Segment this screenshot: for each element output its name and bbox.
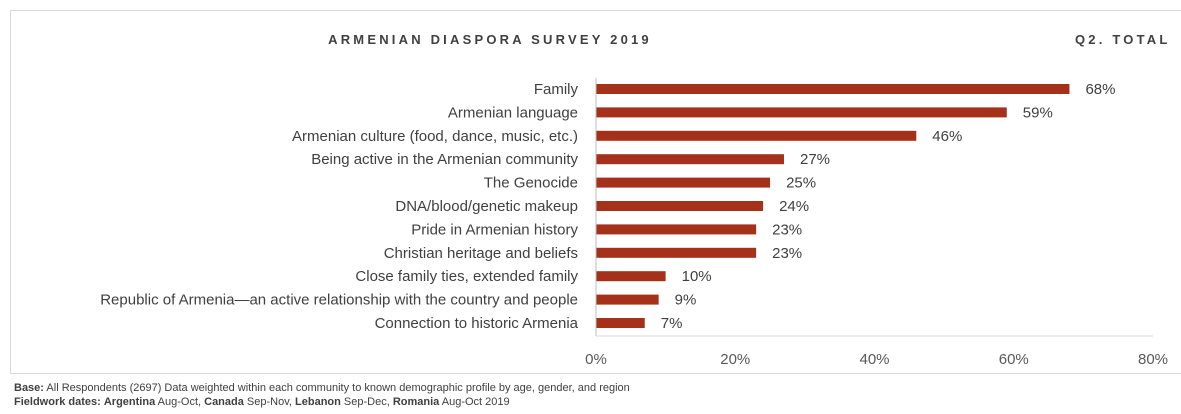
category-label: Family [534, 81, 579, 98]
fieldwork-place-lebanon: Lebanon [295, 396, 341, 408]
category-label: DNA/blood/genetic makeup [395, 198, 578, 215]
data-label: 10% [682, 268, 712, 285]
base-text: All Respondents (2697) Data weighted wit… [43, 382, 630, 394]
chart-frame [10, 10, 1181, 374]
fieldwork-place-canada: Canada [204, 396, 244, 408]
base-note: Base: All Respondents (2697) Data weight… [14, 381, 630, 395]
fieldwork-dates-lebanon: Sep-Dec, [340, 396, 393, 408]
category-label: Close family ties, extended family [355, 268, 578, 285]
category-label: Republic of Armenia—an active relationsh… [100, 292, 578, 309]
data-label: 68% [1085, 81, 1115, 98]
bar [596, 201, 764, 211]
bar [596, 224, 757, 235]
category-label: Connection to historic Armenia [375, 315, 579, 332]
data-label: 25% [786, 175, 816, 192]
bar [596, 294, 659, 305]
chart-footer: Base: All Respondents (2697) Data weight… [14, 381, 630, 409]
bar-chart: Family 68% Armenian language 59% Armenian cu… [100, 78, 1168, 368]
bar [596, 154, 784, 165]
fieldwork-place-argentina: Argentina [103, 396, 156, 408]
fieldwork-dates-canada: Sep-Nov, [243, 396, 296, 408]
fieldwork-dates-argentina: Aug-Oct, [155, 396, 205, 408]
data-label: 46% [932, 128, 962, 145]
data-label: 24% [779, 198, 809, 215]
data-label: 23% [772, 221, 802, 238]
base-label: Base: [14, 382, 44, 394]
bar [596, 130, 917, 141]
category-label: Christian heritage and beliefs [384, 245, 578, 262]
x-tick-label: 60% [999, 351, 1029, 368]
data-label: 59% [1023, 104, 1053, 121]
data-label: 7% [661, 315, 683, 332]
x-tick-label: 0% [585, 351, 607, 368]
category-label: Pride in Armenian history [411, 221, 578, 238]
bar [596, 84, 1070, 94]
fieldwork-label: Fieldwork dates: [14, 396, 101, 408]
chart-subtitle: Q2. TOTAL [1075, 32, 1171, 47]
x-tick-label: 80% [1138, 351, 1168, 368]
bar [596, 271, 666, 282]
category-label: Being active in the Armenian community [311, 151, 578, 168]
fieldwork-place-romania: Romania [392, 396, 440, 408]
category-label: Armenian culture (food, dance, music, et… [292, 128, 578, 145]
category-label: Armenian language [448, 104, 578, 121]
data-label: 9% [675, 292, 697, 309]
bar [596, 107, 1007, 118]
x-tick-label: 20% [720, 351, 750, 368]
bar [596, 247, 757, 258]
x-tick-label: 40% [859, 351, 889, 368]
fieldwork-note: Fieldwork dates: Argentina Aug-Oct, Cana… [14, 395, 630, 409]
bar [596, 177, 771, 188]
category-label: The Genocide [484, 175, 578, 192]
chart-title: ARMENIAN DIASPORA SURVEY 2019 [328, 32, 652, 47]
data-label: 27% [800, 151, 830, 168]
bar [596, 318, 645, 328]
data-label: 23% [772, 245, 802, 262]
fieldwork-dates-romania: Aug-Oct 2019 [439, 396, 510, 408]
